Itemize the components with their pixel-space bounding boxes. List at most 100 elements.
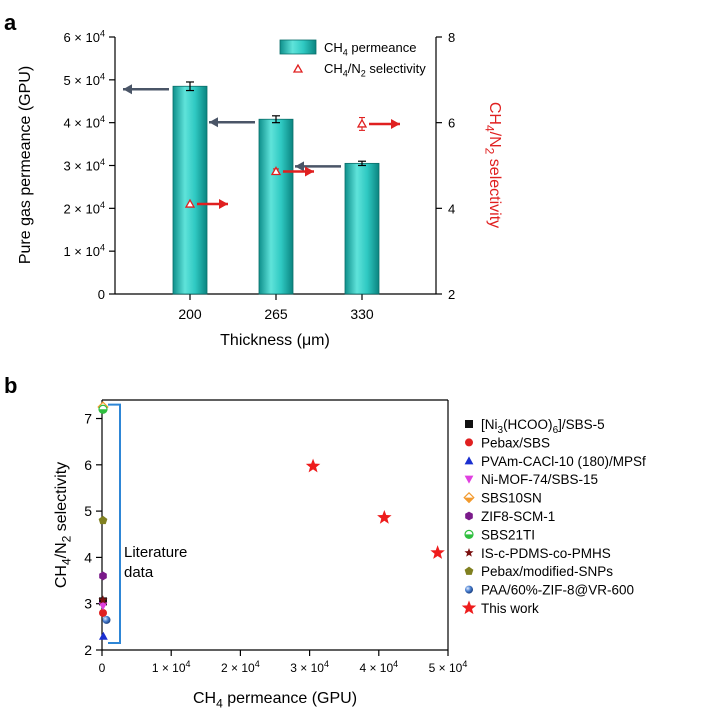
legend-label: [Ni3​(HCOO)6​]/SBS-5 [481,417,605,436]
legend-label: ZIF8-SCM-1 [481,509,555,524]
legend-label: Pebax/SBS [481,435,550,450]
literature-bracket-line [108,403,121,645]
panel-b-y-tick-label: 7 [84,411,92,427]
panel-a-y-tick-label: 1 × 104​ [63,243,105,259]
legend-marker-pentagon [464,566,474,575]
legend-label: This work [481,601,539,616]
panel-a-y2-ticks: 2 4 6 8 [436,30,455,302]
legend-label: Ni-MOF-74/SBS-15 [481,472,598,487]
data-point-star-small [98,595,108,604]
panel-b-y-tick-label: 6 [84,457,92,473]
legend-marker-circle [465,438,473,447]
selectivity-arrow-head [391,118,400,129]
legend-marker-triangle-up [464,456,474,465]
legend-permeance-label: CH4​ permeance [324,40,416,58]
data-point-star [430,545,445,559]
permeance-bar [258,118,294,295]
panel-b-x-tick-label: 0 [99,661,106,675]
panel-a-y2-tick-label: 6 [448,116,455,131]
legend-selectivity-label: CH4​/N2​ selectivity [324,61,426,79]
selectivity-point [356,118,368,128]
panel-a-y-tick-label: 0 [98,287,105,302]
selectivity-arrow-head [219,199,228,210]
data-point-half-circle [98,404,108,414]
data-point-half-circle-fill [99,409,107,414]
panel-b-y-label: CH4​/N2​ selectivity [53,462,73,588]
panel-a-y-tick-label: 2 × 104​ [63,200,105,216]
data-point-hexagon [99,571,107,581]
panel-b-x-tick-label: 2 × 104​ [221,659,260,675]
legend-label: SBS10SN [481,491,542,506]
legend-marker-half-circle-fill [465,534,473,539]
panel-b-x-ticks: 0 1 × 104​ 2 × 104​ 3 × 104​ 4 × 104​ 5 × 104… [99,650,468,675]
legend-marker-half-circle [464,529,474,540]
panel-a-y-tick-label: 4 × 104​ [63,114,105,130]
panel-b-x-tick-label: 1 × 104​ [152,659,191,675]
panel-b: b 2 3 4 5 6 7 0 1 × 104​ 2 × 104​ 3 × 104​ 4 × 10… [4,373,646,710]
permeance-arrow-head [295,161,304,172]
permeance-arrow-head [123,84,132,95]
data-point-triangle-up [98,631,108,640]
legend-label: PVAm-CACl-10 (180)/MPSf [481,454,646,469]
permeance-arrow-head [209,117,218,128]
legend-marker-sphere [465,585,473,594]
legend-label: Pebax/modified-SNPs [481,564,613,579]
data-point-triangle-down [98,602,108,611]
data-point-star [305,458,321,473]
legend-marker-diamond [463,491,475,504]
panel-b-y-tick-label: 4 [84,549,92,565]
panel-b-y-tick-label: 2 [84,642,92,658]
panel-a-selectivity-points [184,116,368,208]
legend-label: PAA/60%-ZIF-8@VR-600 [481,583,634,598]
panel-b-y-tick-label: 3 [84,596,92,612]
panel-a-x-ticks: 200 265 330 [178,294,374,322]
panel-a-arrows [123,84,400,210]
panel-a-x-tick-label: 330 [350,306,374,322]
selectivity-point [184,198,196,208]
panel-b-x-tick-label: 5 × 104​ [429,659,468,675]
legend-marker-square [465,420,473,428]
panel-a-y2-tick-label: 2 [448,287,455,302]
panel-b-y-ticks: 2 3 4 5 6 7 [84,411,102,658]
selectivity-point [270,166,282,176]
data-point-circle [99,608,107,617]
panel-a: a 0 1 × 104​ 2 × 104​ 3 × 104​ 4 × 104​ 5 × 1… [4,10,503,349]
panel-b-y-tick-label: 5 [84,503,92,519]
permeance-bar [344,162,380,295]
data-point-sphere [102,615,111,624]
panel-a-legend: CH4​ permeance CH4​/N2​ selectivity [279,39,426,79]
literature-annotation: Literature data [124,544,187,581]
panel-a-y-tick-label: 6 × 104​ [63,29,105,45]
literature-bracket [108,403,121,645]
panel-a-x-tick-label: 265 [264,306,288,322]
panel-a-y2-label: CH4​/N2​ selectivity [483,102,503,228]
panel-a-x-tick-label: 200 [178,306,202,322]
panel-b-x-tick-label: 3 × 104​ [290,659,329,675]
panel-a-y2-tick-label: 4 [448,201,455,216]
panel-b-x-tick-label: 4 × 104​ [359,659,398,675]
legend-marker-diamond-fill [464,497,474,503]
panel-b-points [97,401,445,640]
legend-marker-triangle-down [464,475,474,484]
legend-marker-star [461,600,477,615]
data-point-pentagon [98,515,108,525]
panel-a-x-label: Thickness (μm) [220,332,330,349]
panel-a-label: a [4,10,17,35]
selectivity-arrow-head [305,166,314,177]
panel-b-x-label: CH4​ permeance (GPU) [193,690,357,710]
legend-label: SBS21TI [481,527,535,542]
panel-b-label: b [4,373,17,398]
panel-a-y-label: Pure gas permeance (GPU) [17,66,34,264]
panel-a-y-tick-label: 5 × 104​ [63,71,105,87]
legend-marker-hexagon [465,511,473,521]
legend-label: IS-c-PDMS-co-PMHS [481,546,611,561]
legend-bar-swatch [279,39,317,55]
panel-a-y2-tick-label: 8 [448,30,455,45]
legend-selectivity-marker [292,63,304,73]
permeance-bar [172,85,208,295]
legend-marker-star-small [464,548,474,557]
data-point-star [377,509,392,524]
panel-a-bars [172,81,380,295]
